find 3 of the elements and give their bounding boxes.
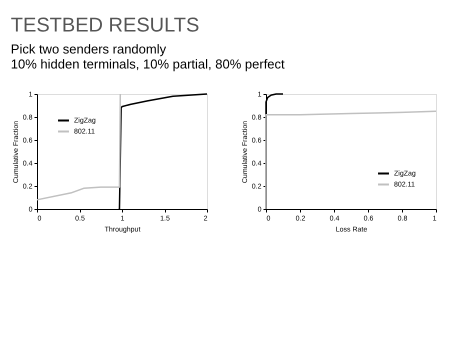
text: Pick two senders randomly xyxy=(10,42,167,56)
text: 10% hidden terminals, 10% partial, 80% perfect xyxy=(10,56,286,72)
chart-title: TESTBED RESULTS xyxy=(10,14,200,36)
